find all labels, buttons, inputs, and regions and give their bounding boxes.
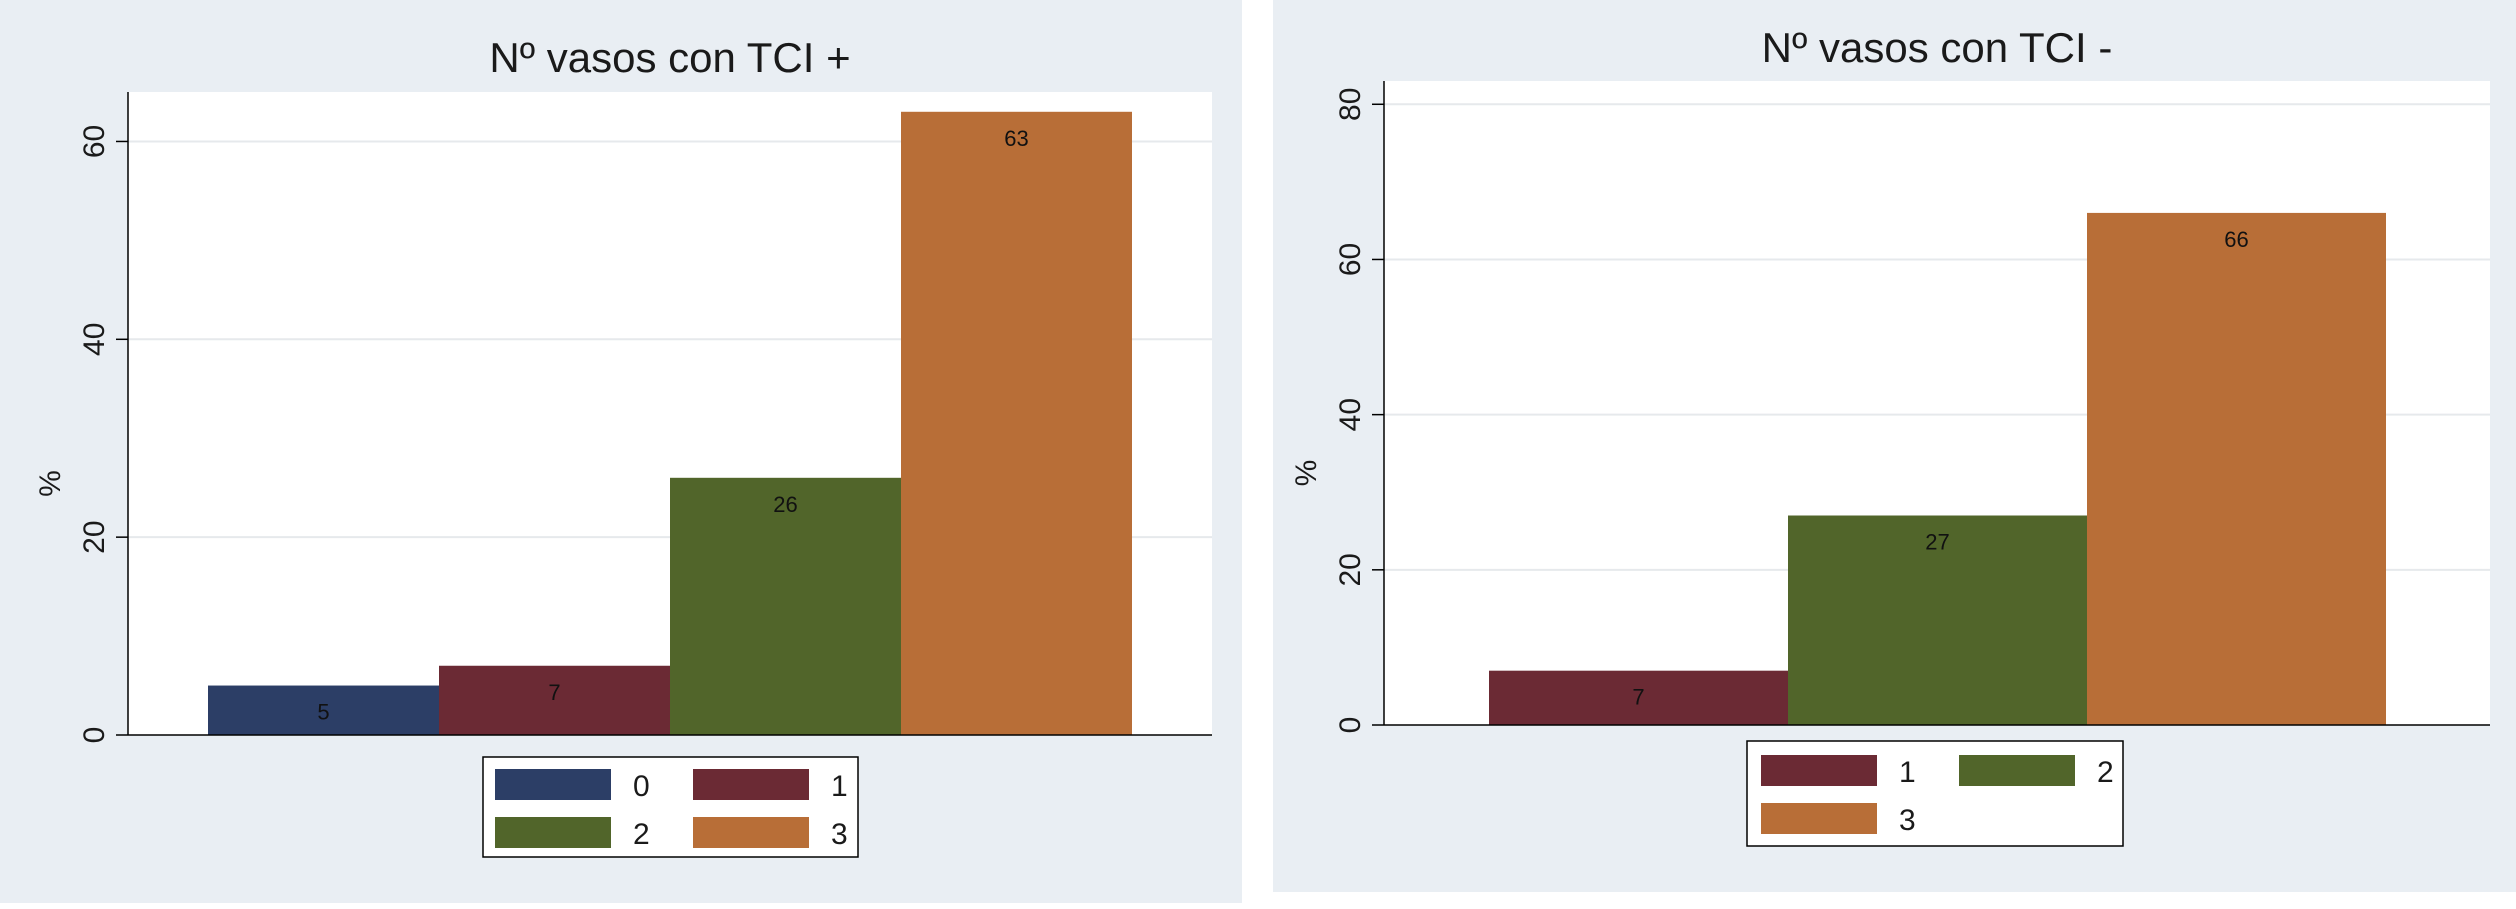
bar-1	[439, 665, 670, 735]
bar-0	[208, 685, 439, 735]
legend-label-1: 1	[831, 770, 848, 803]
legend-swatch-0	[495, 769, 611, 800]
legend-swatch-2	[1959, 755, 2075, 786]
bar-label-3: 63	[1004, 126, 1028, 151]
bar-chart-tci-negative: 7 27 66 0 20 40 60 80% Nº vasos con TCI - 1 2 3	[1290, 24, 2490, 847]
legend-label-0: 0	[633, 770, 650, 803]
bar-label-3: 66	[2224, 227, 2248, 252]
legend-label-3: 3	[831, 818, 848, 851]
chart-panel-tci-negative: 7 27 66 0 20 40 60 80% Nº vasos con TCI - 1 2 3	[1273, 0, 2516, 892]
bar-label-2: 27	[1925, 530, 1949, 555]
y-tick-label: 60	[1334, 243, 1367, 276]
chart-title: Nº vasos con TCI +	[489, 34, 850, 81]
legend-label-2: 2	[633, 818, 650, 851]
y-tick-label: 80	[1334, 88, 1367, 121]
y-axis-title: %	[34, 470, 67, 497]
legend-swatch-1	[693, 769, 809, 800]
y-tick-label: 0	[78, 727, 111, 744]
bar-label-2: 26	[773, 492, 797, 517]
bar-label-0: 5	[317, 700, 329, 725]
y-tick-label: 60	[78, 125, 111, 158]
y-tick-label: 40	[1334, 398, 1367, 431]
bar-2	[670, 477, 901, 735]
legend-label-2: 2	[2097, 756, 2114, 789]
y-tick-label: 20	[78, 520, 111, 553]
legend-label-1: 1	[1899, 756, 1916, 789]
bar-2	[1788, 515, 2087, 725]
y-axis-title: %	[1290, 460, 1323, 487]
legend-label-3: 3	[1899, 804, 1916, 837]
bar-label-1: 7	[548, 680, 560, 705]
bar-3	[2087, 212, 2386, 725]
y-tick-label: 20	[1334, 553, 1367, 586]
y-tick-label: 0	[1334, 717, 1367, 734]
y-tick-label: 40	[78, 323, 111, 356]
legend-swatch-3	[693, 817, 809, 848]
bar-chart-tci-positive: 5 7 26 63 0 20 40 60% Nº vasos con TCI + 0 1 2 3	[34, 34, 1212, 858]
legend-swatch-2	[495, 817, 611, 848]
bar-3	[901, 111, 1132, 736]
bar-label-1: 7	[1632, 685, 1644, 710]
chart-title: Nº vasos con TCI -	[1762, 24, 2113, 71]
legend-swatch-1	[1761, 755, 1877, 786]
chart-panel-tci-positive: 5 7 26 63 0 20 40 60% Nº vasos con TCI + 0 1 2 3	[0, 0, 1242, 903]
bar-1	[1489, 670, 1788, 725]
legend-swatch-3	[1761, 803, 1877, 834]
